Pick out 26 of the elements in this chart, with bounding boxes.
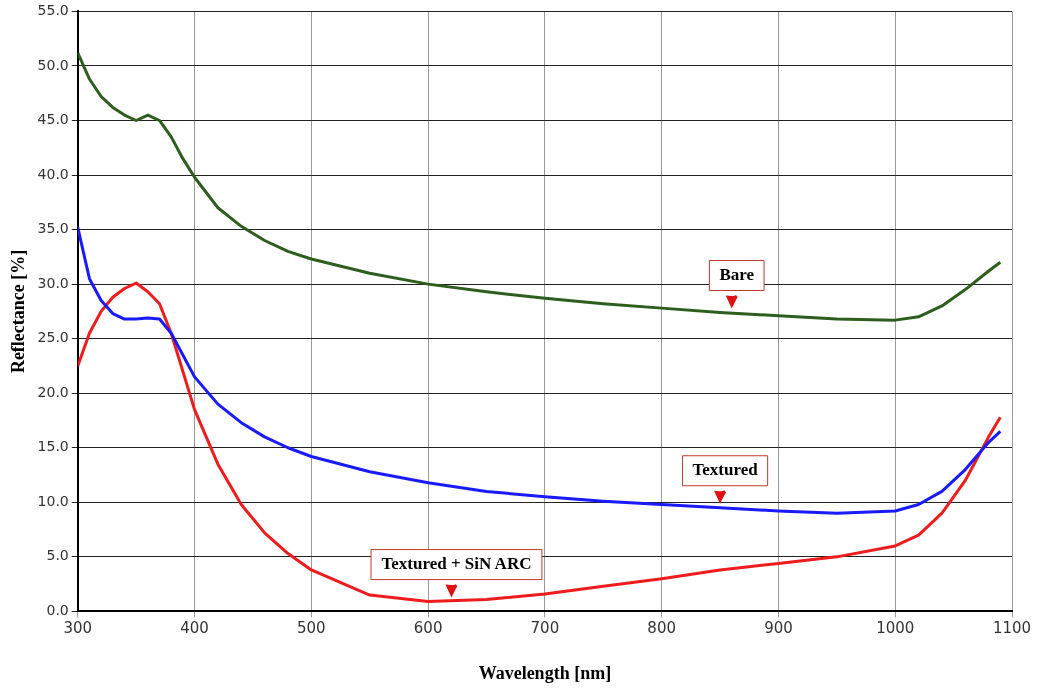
annotation: Bare bbox=[719, 264, 755, 284]
y-tick-label: 35.0 bbox=[37, 220, 69, 237]
x-tick-label: 400 bbox=[180, 619, 209, 638]
y-tick-label: 50.0 bbox=[37, 56, 69, 73]
y-tick-label: 30.0 bbox=[37, 274, 69, 291]
y-tick-label: 10.0 bbox=[37, 492, 69, 509]
y-tick-label: 25.0 bbox=[37, 329, 69, 346]
y-tick-label: 45.0 bbox=[37, 111, 69, 128]
x-tick-label: 500 bbox=[297, 619, 326, 638]
y-tick-label: 20.0 bbox=[37, 383, 69, 400]
y-tick-label: 0.0 bbox=[46, 602, 69, 619]
x-tick-label: 1000 bbox=[876, 619, 915, 638]
y-tick-label: 5.0 bbox=[46, 547, 69, 564]
annotation: Textured bbox=[692, 460, 759, 480]
x-tick-label: 300 bbox=[63, 619, 93, 638]
y-tick-label: 15.0 bbox=[37, 438, 69, 455]
y-tick-label: 40.0 bbox=[37, 165, 69, 182]
x-tick-label: 1100 bbox=[992, 619, 1032, 638]
x-tick-label: 800 bbox=[647, 619, 676, 638]
x-axis-title: Wavelength [nm] bbox=[478, 662, 612, 683]
y-tick-label: 55.0 bbox=[37, 2, 69, 19]
annotation: Textured + SiN ARC bbox=[381, 553, 532, 573]
y-axis-title: Reflectance [%] bbox=[8, 249, 29, 374]
x-tick-label: 600 bbox=[413, 619, 443, 638]
x-tick-label: 900 bbox=[764, 619, 793, 638]
x-tick-label: 700 bbox=[530, 619, 560, 638]
